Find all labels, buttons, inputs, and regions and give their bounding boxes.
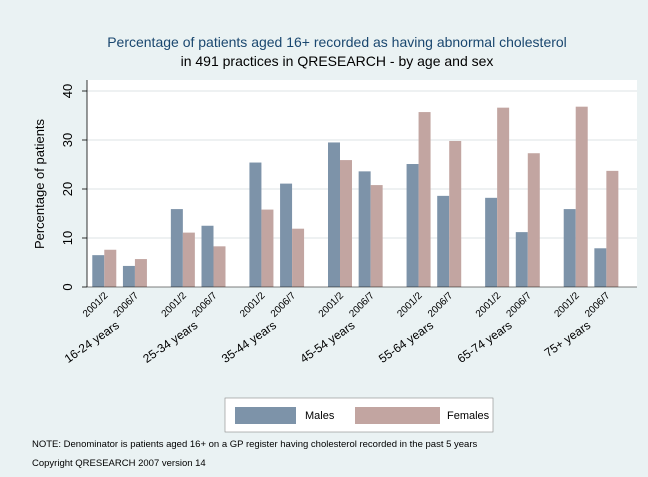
y-tick-label: 20: [60, 182, 75, 196]
bar: [575, 106, 588, 288]
bar: [201, 225, 214, 287]
legend-label: Females: [447, 410, 490, 422]
bar: [370, 185, 383, 287]
y-tick-label: 0: [60, 283, 75, 290]
bar: [437, 195, 450, 287]
note: NOTE: Denominator is patients aged 16+ o…: [32, 439, 478, 450]
bar: [213, 246, 226, 287]
bar: [280, 183, 293, 287]
y-tick-label: 40: [60, 84, 75, 98]
bar: [406, 164, 419, 287]
y-tick-label: 10: [60, 231, 75, 245]
bar: [292, 228, 305, 287]
bar: [340, 160, 352, 287]
bar: [182, 232, 195, 287]
bar: [104, 249, 117, 287]
bar: [418, 112, 431, 287]
bar: [515, 232, 528, 287]
bar: [249, 162, 262, 287]
bar: [122, 265, 135, 287]
note: Copyright QRESEARCH 2007 version 14: [32, 458, 206, 469]
bar: [485, 197, 498, 287]
bar: [527, 153, 540, 287]
chart-subtitle: in 491 practices in QRESEARCH - by age a…: [181, 53, 494, 69]
bar: [449, 140, 462, 287]
legend-swatch: [235, 407, 296, 424]
bar: [497, 107, 510, 287]
bar: [134, 259, 147, 287]
bar: [328, 142, 340, 287]
y-axis-label: Percentage of patients: [32, 118, 47, 249]
bar: [170, 209, 183, 287]
bar: [358, 171, 371, 287]
bar: [606, 170, 619, 287]
y-tick-label: 30: [60, 133, 75, 147]
bar: [92, 255, 105, 287]
bar: [594, 248, 607, 287]
bar: [563, 209, 576, 287]
legend-swatch: [355, 407, 440, 424]
legend-label: Males: [305, 410, 335, 422]
chart-title: Percentage of patients aged 16+ recorded…: [107, 34, 567, 50]
bar: [261, 209, 274, 287]
